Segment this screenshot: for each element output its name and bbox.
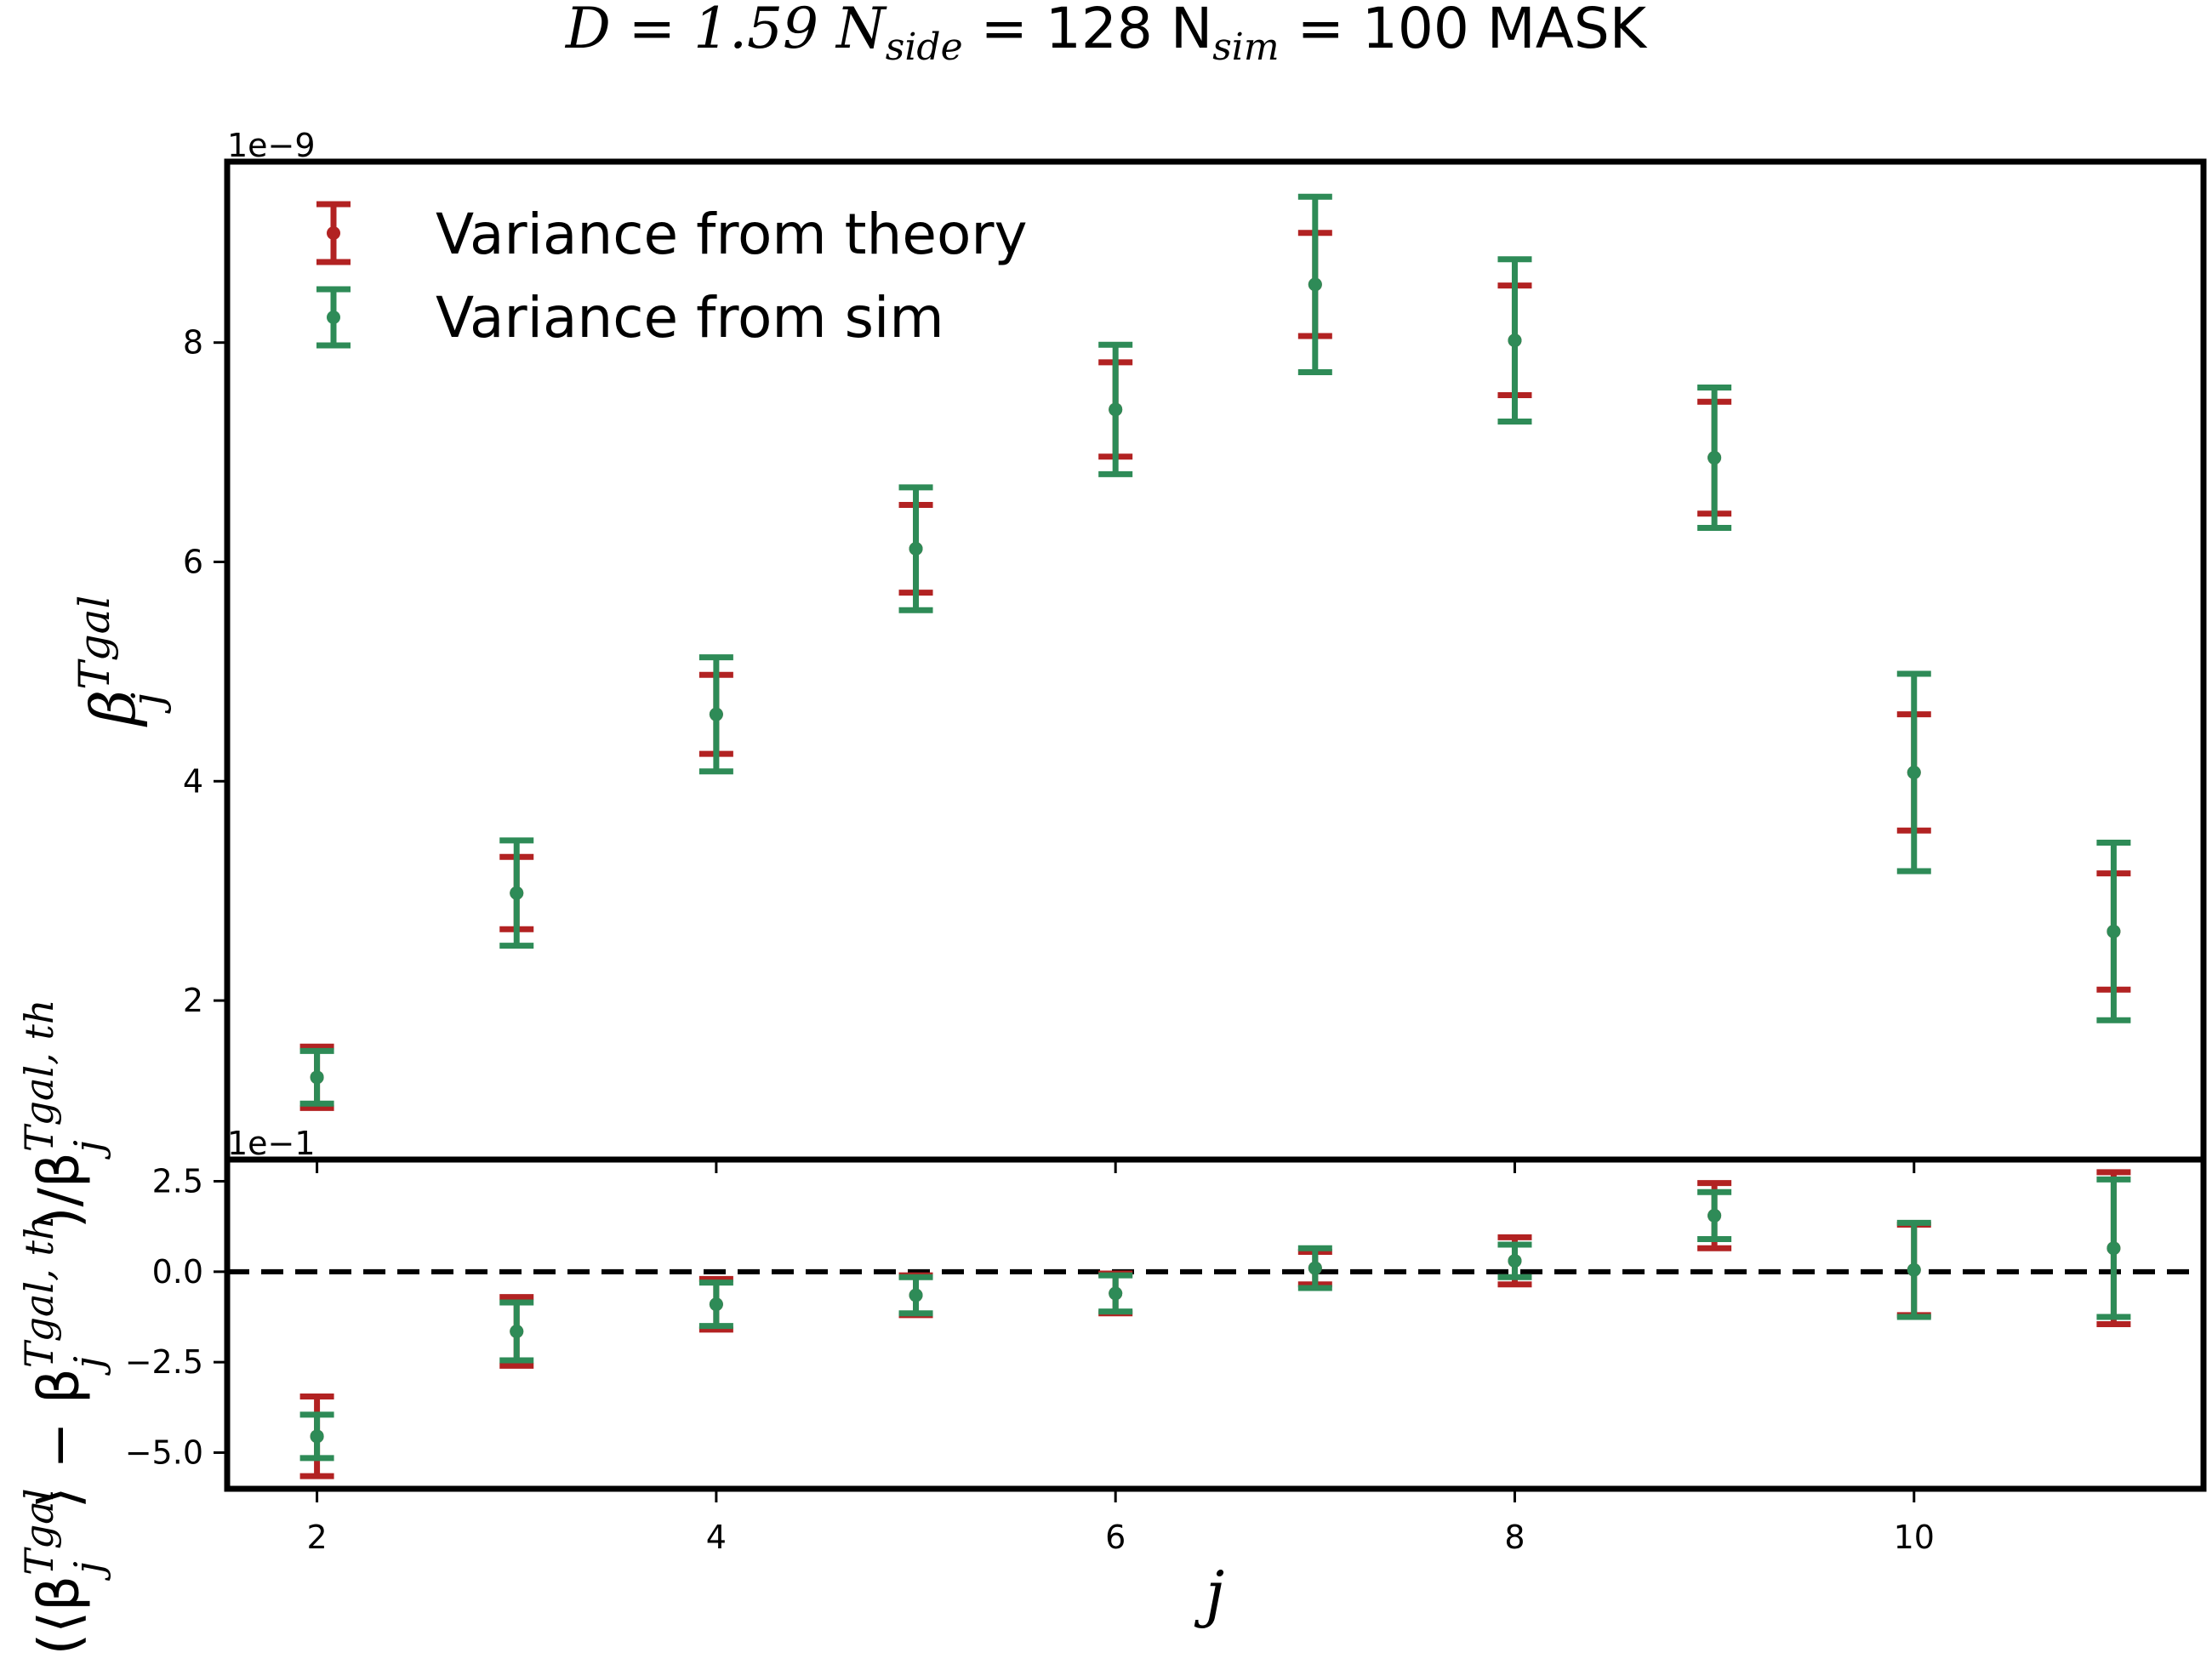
bottom-offset-text: 1e−1	[227, 1125, 316, 1162]
top-y-axis-label: βTgalj	[70, 596, 172, 728]
data-point	[2107, 924, 2121, 938]
bottom-errorbar-sim-j10	[1896, 1219, 1931, 1320]
top-series-theory	[299, 230, 2131, 1111]
top-marks	[299, 193, 2131, 1111]
legend: Variance from theory Variance from sim	[316, 201, 1028, 351]
data-point	[1109, 1286, 1123, 1301]
bottom-errorbar-sim-j5	[898, 1274, 933, 1317]
bottom-errorbar-sim-j2	[299, 1411, 334, 1462]
data-point	[310, 1429, 324, 1444]
data-point	[709, 1297, 723, 1312]
data-point	[1308, 277, 1322, 292]
x-tick-label: 6	[1105, 1519, 1126, 1556]
bottom-errorbar-sim-j8	[1497, 1241, 1532, 1280]
top-errorbar-sim-j2	[299, 1047, 334, 1107]
top-errorbar-sim-j3	[499, 837, 534, 949]
bottom-errorbar-sim-j3	[499, 1299, 534, 1364]
top-y-ticks: 2 4 6 8	[183, 324, 227, 1019]
data-point	[510, 1325, 524, 1339]
bottom-plot-frame	[224, 1156, 2207, 1492]
x-tick-label: 8	[1504, 1519, 1525, 1556]
top-errorbar-sim-j9	[1697, 385, 1732, 532]
data-point	[1508, 1254, 1522, 1268]
data-point	[709, 707, 723, 721]
data-point	[310, 1070, 324, 1085]
top-y-tick-label: 8	[183, 324, 203, 362]
data-point	[1508, 333, 1522, 348]
top-errorbar-sim-j6	[1098, 341, 1133, 477]
bottom-marks	[299, 1169, 2131, 1479]
data-point	[510, 886, 524, 900]
legend-label-sim: Variance from sim	[436, 285, 944, 351]
bottom-series-theory	[299, 1169, 2131, 1479]
top-y-tick-label: 2	[183, 982, 203, 1019]
x-axis-label: j	[1194, 1558, 1224, 1629]
bottom-y-tick-label: −2.5	[125, 1343, 203, 1381]
x-tick-label: 4	[706, 1519, 727, 1556]
top-errorbar-sim-j4	[698, 654, 733, 775]
top-series-sim	[299, 193, 2131, 1107]
legend-item-theory: Variance from theory	[316, 201, 1028, 267]
bottom-series-sim	[299, 1176, 2131, 1462]
top-y-tick-label: 4	[183, 762, 203, 800]
top-y-tick-label: 6	[183, 543, 203, 580]
top-errorbar-sim-j5	[898, 484, 933, 613]
top-panel: 2 4 6 8 1e−9 Variance from theory Variance …	[70, 127, 2207, 1173]
top-errorbar-sim-j10	[1896, 670, 1931, 875]
x-tick-label: 2	[306, 1519, 327, 1556]
bottom-errorbar-sim-j11	[2096, 1176, 2131, 1320]
bottom-errorbar-sim-j9	[1697, 1188, 1732, 1243]
bottom-y-tick-label: 2.5	[152, 1163, 203, 1200]
legend-item-sim: Variance from sim	[316, 285, 944, 351]
data-point	[1907, 1262, 1921, 1277]
bottom-errorbar-sim-j4	[698, 1280, 733, 1330]
top-errorbar-sim-j8	[1497, 256, 1532, 425]
top-offset-text: 1e−9	[227, 127, 316, 164]
bottom-x-ticks: 2 4 6 8 10	[306, 1489, 1935, 1556]
bottom-errorbar-sim-j6	[1098, 1272, 1133, 1315]
bottom-errorbar-sim-j7	[1297, 1245, 1332, 1291]
data-point	[909, 542, 923, 556]
data-point	[1109, 402, 1123, 417]
x-tick-label: 10	[1894, 1519, 1935, 1556]
data-point	[1707, 1208, 1722, 1223]
data-point	[1707, 451, 1722, 465]
chart-title: D = 1.59 Nside = 128 Nsim = 100 MASK	[565, 0, 1648, 69]
top-errorbar-sim-j11	[2096, 839, 2131, 1023]
data-point	[909, 1288, 923, 1302]
bottom-panel: 2.5 0.0 −2.5 −5.0 2 4 6 8 10 1e−1 j (⟨βTgalj⟩ −…	[16, 1000, 2207, 1656]
bottom-y-axis-label: (⟨βTgalj⟩ − βTgal, thj)/βTgal, thj	[16, 1000, 111, 1656]
bottom-y-tick-label: 0.0	[152, 1253, 203, 1291]
data-point	[1308, 1261, 1322, 1275]
bottom-y-tick-label: −5.0	[125, 1433, 203, 1471]
top-errorbar-sim-j7	[1297, 193, 1332, 375]
legend-label-theory: Variance from theory	[436, 202, 1028, 267]
data-point	[2107, 1241, 2121, 1256]
bottom-y-ticks: 2.5 0.0 −2.5 −5.0	[125, 1163, 227, 1471]
data-point	[1907, 765, 1921, 779]
